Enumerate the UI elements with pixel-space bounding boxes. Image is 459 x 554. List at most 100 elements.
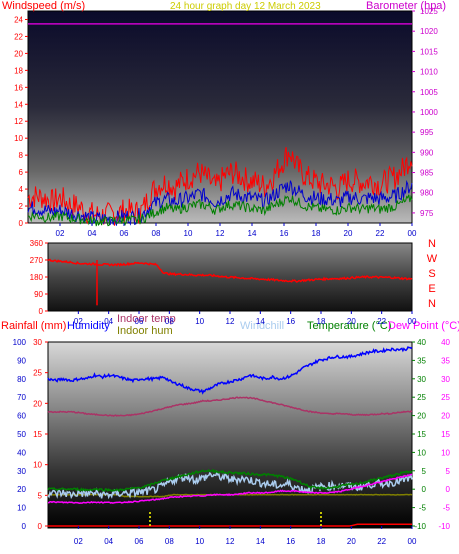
rain-tick-label: 30 bbox=[33, 338, 42, 347]
panel3-x-tick-label: 04 bbox=[104, 537, 113, 546]
panel2-x-tick-label: 22 bbox=[377, 317, 386, 326]
humidity-tick-label: 20 bbox=[17, 485, 26, 494]
label-dew-point: Dew Point (°C) bbox=[388, 320, 459, 332]
right-tick-label: 985 bbox=[420, 169, 434, 178]
right-tick-label: 995 bbox=[420, 128, 434, 137]
direction-label: E bbox=[428, 283, 435, 295]
right-tick-label: 1015 bbox=[420, 47, 438, 56]
label-temperature: Temperature (°C) bbox=[307, 320, 391, 332]
humidity-tick-label: 70 bbox=[17, 393, 26, 402]
dir-tick-label: 0 bbox=[39, 307, 44, 316]
panel1-x-tick-label: 16 bbox=[280, 229, 289, 238]
panel1-title: 24 hour graph day 12 March 2023 bbox=[170, 1, 321, 12]
left-tick-label: 24 bbox=[14, 15, 23, 24]
panel3-x-tick-label: 16 bbox=[286, 537, 295, 546]
humidity-tick-label: 60 bbox=[17, 412, 26, 421]
panel3-series-line bbox=[47, 469, 413, 500]
dir-tick-label: 180 bbox=[30, 273, 44, 282]
humidity-tick-label: 90 bbox=[17, 356, 26, 365]
direction-label: W bbox=[427, 253, 438, 265]
temp-tick-label: 30 bbox=[417, 375, 426, 384]
left-tick-label: 6 bbox=[19, 168, 24, 177]
dewpoint-tick-label: -5 bbox=[443, 504, 451, 513]
panel2-x-tick-label: 02 bbox=[74, 317, 83, 326]
left-tick-label: 12 bbox=[14, 117, 23, 126]
panel1-x-tick-label: 14 bbox=[248, 229, 257, 238]
panel1-x-tick-label: 06 bbox=[120, 229, 129, 238]
panel2-x-tick-label: 16 bbox=[286, 317, 295, 326]
panel1-left-axis-label: Windspeed (m/s) bbox=[2, 0, 85, 12]
dewpoint-tick-label: 25 bbox=[441, 393, 450, 402]
rain-tick-label: 10 bbox=[33, 461, 42, 470]
rain-tick-label: 20 bbox=[33, 399, 42, 408]
direction-label: N bbox=[428, 298, 436, 310]
temp-tick-label: 0 bbox=[422, 485, 427, 494]
label-humidity: Humidity bbox=[67, 320, 110, 332]
rain-tick-label: 15 bbox=[33, 430, 42, 439]
panel3-x-tick-label: 02 bbox=[74, 537, 83, 546]
panel1-x-tick-label: 18 bbox=[312, 229, 321, 238]
dewpoint-tick-label: 15 bbox=[441, 430, 450, 439]
direction-label: N bbox=[428, 238, 436, 250]
label-windchill: Windchill bbox=[240, 320, 284, 332]
humidity-tick-label: 50 bbox=[17, 430, 26, 439]
panel2-x-tick-label: 14 bbox=[256, 317, 265, 326]
panel2-x-tick-label: 10 bbox=[195, 317, 204, 326]
left-tick-label: 20 bbox=[14, 49, 23, 58]
panel2-x-tick-label: 08 bbox=[165, 317, 174, 326]
panel3-x-tick-label: 14 bbox=[256, 537, 265, 546]
left-tick-label: 18 bbox=[14, 66, 23, 75]
humidity-tick-label: 100 bbox=[13, 338, 27, 347]
humidity-tick-label: 30 bbox=[17, 467, 26, 476]
panel2-x-tick-label: 12 bbox=[226, 317, 235, 326]
dir-tick-label: 90 bbox=[34, 290, 43, 299]
right-tick-label: 1000 bbox=[420, 108, 438, 117]
right-tick-label: 1010 bbox=[420, 68, 438, 77]
humidity-tick-label: 40 bbox=[17, 448, 26, 457]
panel1-x-tick-label: 04 bbox=[88, 229, 97, 238]
right-tick-label: 990 bbox=[420, 148, 434, 157]
humidity-tick-label: 10 bbox=[17, 504, 26, 513]
temp-tick-label: 25 bbox=[417, 393, 426, 402]
temp-tick-label: 40 bbox=[417, 338, 426, 347]
label-indoor-temp: Indoor temp bbox=[117, 313, 176, 325]
panel2-x-tick-label: 06 bbox=[135, 317, 144, 326]
panel1-x-tick-label: 00 bbox=[408, 229, 417, 238]
dewpoint-tick-label: 30 bbox=[441, 375, 450, 384]
dir-tick-label: 270 bbox=[30, 256, 44, 265]
panel1-x-tick-label: 12 bbox=[216, 229, 225, 238]
panel1-series-line bbox=[27, 179, 413, 226]
panel3-x-tick-label: 10 bbox=[195, 537, 204, 546]
right-tick-label: 980 bbox=[420, 189, 434, 198]
dewpoint-tick-label: -10 bbox=[438, 522, 450, 531]
panel1-x-tick-label: 10 bbox=[184, 229, 193, 238]
panel1-series-line bbox=[27, 146, 413, 226]
right-tick-label: 1025 bbox=[420, 7, 438, 16]
panel1-x-tick-label: 02 bbox=[56, 229, 65, 238]
panel3-series-line bbox=[47, 346, 413, 395]
dewpoint-tick-label: 0 bbox=[446, 485, 451, 494]
label-rainfall: Rainfall (mm) bbox=[1, 320, 66, 332]
rain-tick-label: 25 bbox=[33, 369, 42, 378]
left-tick-label: 14 bbox=[14, 100, 23, 109]
panel2-x-tick-label: 00 bbox=[408, 317, 417, 326]
right-tick-label: 975 bbox=[420, 209, 434, 218]
temp-tick-label: 20 bbox=[417, 412, 426, 421]
wind-direction-line bbox=[47, 258, 413, 283]
temp-tick-label: 5 bbox=[422, 467, 427, 476]
dewpoint-tick-label: 10 bbox=[441, 448, 450, 457]
panel3-x-tick-label: 22 bbox=[377, 537, 386, 546]
dewpoint-tick-label: 20 bbox=[441, 412, 450, 421]
panel3-x-tick-label: 18 bbox=[317, 537, 326, 546]
panel2-x-tick-label: 04 bbox=[104, 317, 113, 326]
panel3-series-line bbox=[48, 473, 413, 504]
humidity-tick-label: 0 bbox=[22, 522, 27, 531]
panel2-x-tick-label: 18 bbox=[317, 317, 326, 326]
temp-tick-label: 10 bbox=[417, 448, 426, 457]
left-tick-label: 10 bbox=[14, 134, 23, 143]
temp-tick-label: 15 bbox=[417, 430, 426, 439]
panel1-x-tick-label: 20 bbox=[344, 229, 353, 238]
panel1-background bbox=[27, 10, 413, 224]
temp-tick-label: -5 bbox=[419, 504, 427, 513]
